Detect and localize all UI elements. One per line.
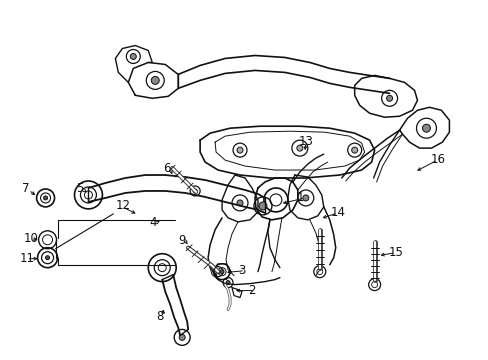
Circle shape [220,270,224,274]
Text: 16: 16 [429,153,445,166]
Text: 4: 4 [149,216,157,229]
Text: 10: 10 [23,232,39,245]
Circle shape [237,200,243,206]
Text: 6: 6 [163,162,170,175]
Text: 15: 15 [388,246,403,259]
Circle shape [351,147,357,153]
Text: 8: 8 [156,310,163,323]
Circle shape [259,202,266,210]
Text: 1: 1 [296,192,304,204]
Circle shape [296,145,302,151]
Text: 11: 11 [20,252,35,265]
Text: 13: 13 [298,135,313,148]
Circle shape [422,124,429,132]
Text: 5: 5 [76,183,83,195]
Circle shape [43,196,47,200]
Circle shape [216,270,220,274]
Text: 7: 7 [21,183,29,195]
Circle shape [130,54,136,59]
Circle shape [237,147,243,153]
Circle shape [151,76,159,84]
Text: 3: 3 [238,264,245,277]
Circle shape [45,256,49,260]
Circle shape [386,95,392,101]
Circle shape [193,189,197,193]
Text: 12: 12 [115,199,130,212]
Circle shape [302,195,308,201]
Circle shape [225,280,229,285]
Circle shape [179,334,185,340]
Text: 14: 14 [330,206,345,219]
Text: 2: 2 [247,284,255,297]
Text: 9: 9 [178,234,185,247]
